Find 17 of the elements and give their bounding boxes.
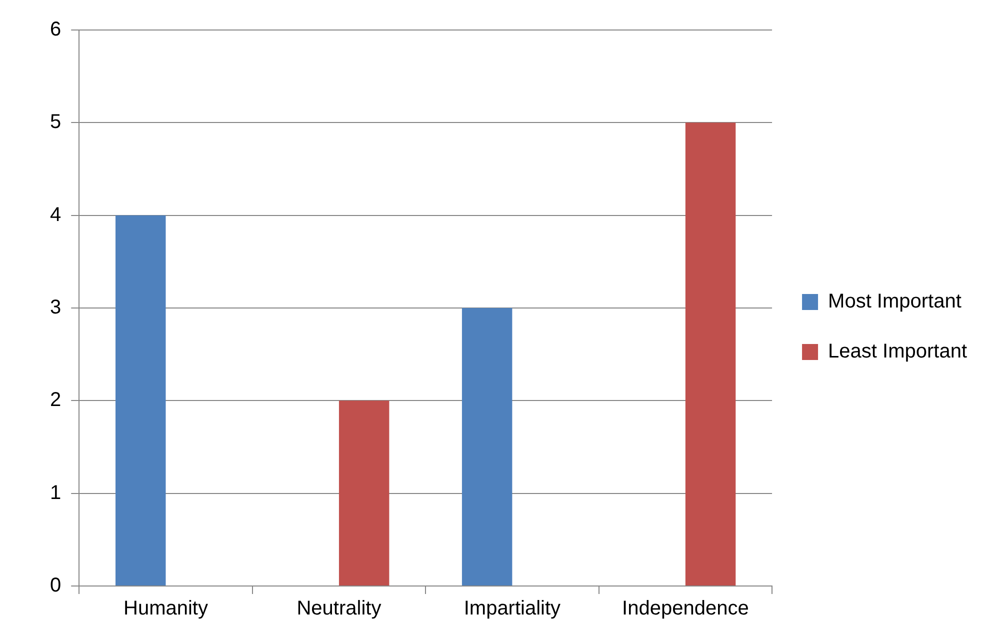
y-tick-label: 3	[50, 296, 62, 319]
bar	[338, 400, 390, 586]
bar	[116, 215, 166, 586]
bar	[685, 122, 736, 586]
x-tick-label: Neutrality	[296, 598, 382, 620]
y-tick-label: 2	[50, 389, 62, 412]
bar	[462, 308, 512, 586]
y-tick-label: 5	[50, 111, 62, 134]
legend-label: Least Important	[828, 340, 968, 363]
y-tick-label: 6	[50, 18, 62, 41]
x-tick-label: Impartiality	[464, 598, 561, 620]
y-tick-label: 4	[50, 204, 62, 226]
x-tick-label: Humanity	[123, 598, 208, 620]
legend-label: Most Important	[828, 290, 962, 313]
y-tick-label: 1	[50, 482, 62, 504]
y-tick-label: 0	[50, 574, 62, 597]
x-tick-label: Independence	[622, 598, 749, 620]
